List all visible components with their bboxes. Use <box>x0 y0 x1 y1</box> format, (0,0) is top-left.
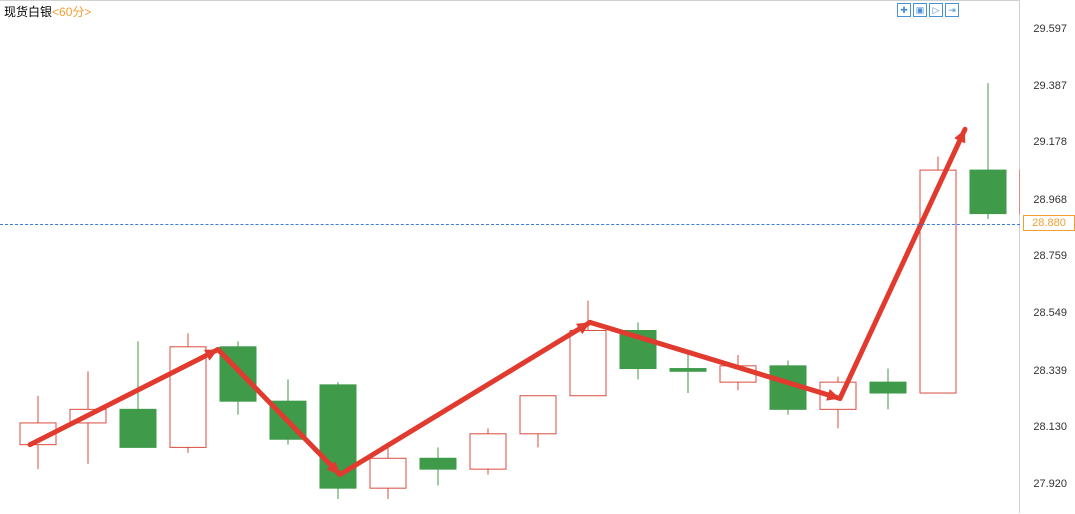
current-price-label: 28.880 <box>1023 215 1075 231</box>
y-tick-label: 28.759 <box>1033 250 1067 262</box>
y-axis: 29.597 29.387 29.178 28.968 28.759 28.549 28.3… <box>1020 0 1075 513</box>
y-tick-label: 27.920 <box>1033 478 1067 490</box>
y-tick-label: 28.339 <box>1033 365 1067 377</box>
chart-plot-area[interactable]: 现货白银<60分> ✚ ▣ ▷ ⇥ <box>0 0 1020 513</box>
current-price-line <box>0 224 1020 225</box>
y-tick-label: 28.549 <box>1033 307 1067 319</box>
candlestick-svg <box>0 1 1020 514</box>
candle <box>420 458 456 469</box>
candle <box>520 396 556 434</box>
candle <box>670 369 706 372</box>
candle <box>970 170 1006 213</box>
y-tick-label: 29.597 <box>1033 23 1067 35</box>
y-tick-label: 29.178 <box>1033 136 1067 148</box>
candle <box>370 458 406 488</box>
candle <box>470 434 506 469</box>
y-tick-label: 28.968 <box>1033 194 1067 206</box>
y-tick-label: 28.130 <box>1033 421 1067 433</box>
candle <box>170 347 206 448</box>
candle <box>870 382 906 393</box>
y-tick-label: 29.387 <box>1033 80 1067 92</box>
candle <box>920 170 956 393</box>
chart-container: 现货白银<60分> ✚ ▣ ▷ ⇥ 29.597 29.387 29.178 28.9… <box>0 0 1075 513</box>
candle <box>120 409 156 447</box>
candle <box>570 330 606 395</box>
